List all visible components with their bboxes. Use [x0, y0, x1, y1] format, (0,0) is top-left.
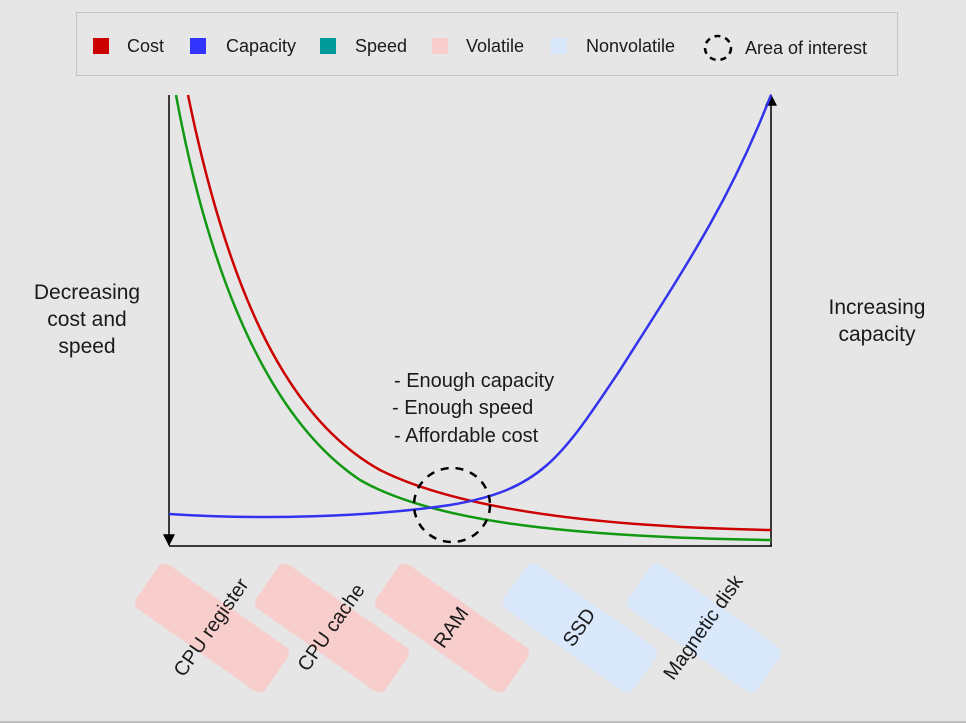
- legend-swatch-cost: [93, 38, 109, 54]
- legend-swatch-volatile: [432, 38, 448, 54]
- legend-label-nonvolatile: Nonvolatile: [586, 36, 676, 56]
- left-axis-label-line-3: speed: [58, 335, 116, 358]
- speed-curve: [174, 94, 772, 542]
- legend-label-speed: Speed: [355, 36, 408, 56]
- cost-curve: [186, 94, 772, 532]
- legend-swatch-capacity: [190, 38, 206, 54]
- legend-label-volatile: Volatile: [466, 36, 525, 56]
- note-capacity: - Enough capacity: [394, 370, 555, 392]
- legend-label-cost: Cost: [127, 36, 165, 56]
- left-axis-label-line-2: cost and: [47, 308, 127, 331]
- bottom-border: [0, 721, 966, 723]
- area-of-interest-circle: [412, 466, 492, 544]
- legend-label-area-of-interest: Area of interest: [745, 38, 868, 58]
- right-axis-label-line-1: Increasing: [828, 296, 926, 319]
- capacity-curve: [168, 94, 773, 519]
- dashed-circle-icon: [703, 34, 733, 62]
- left-axis-label: Decreasing cost and speed: [20, 279, 154, 360]
- right-axis-label-line-2: capacity: [838, 323, 916, 346]
- legend-swatch-speed: [320, 38, 336, 54]
- legend: [76, 12, 898, 76]
- left-axis-label-line-1: Decreasing: [33, 281, 141, 304]
- note-speed: - Enough speed: [392, 397, 534, 419]
- legend-swatch-nonvolatile: [551, 38, 567, 54]
- right-axis-label: Increasing capacity: [812, 294, 942, 348]
- note-cost: - Affordable cost: [394, 425, 539, 447]
- legend-label-capacity: Capacity: [226, 36, 297, 56]
